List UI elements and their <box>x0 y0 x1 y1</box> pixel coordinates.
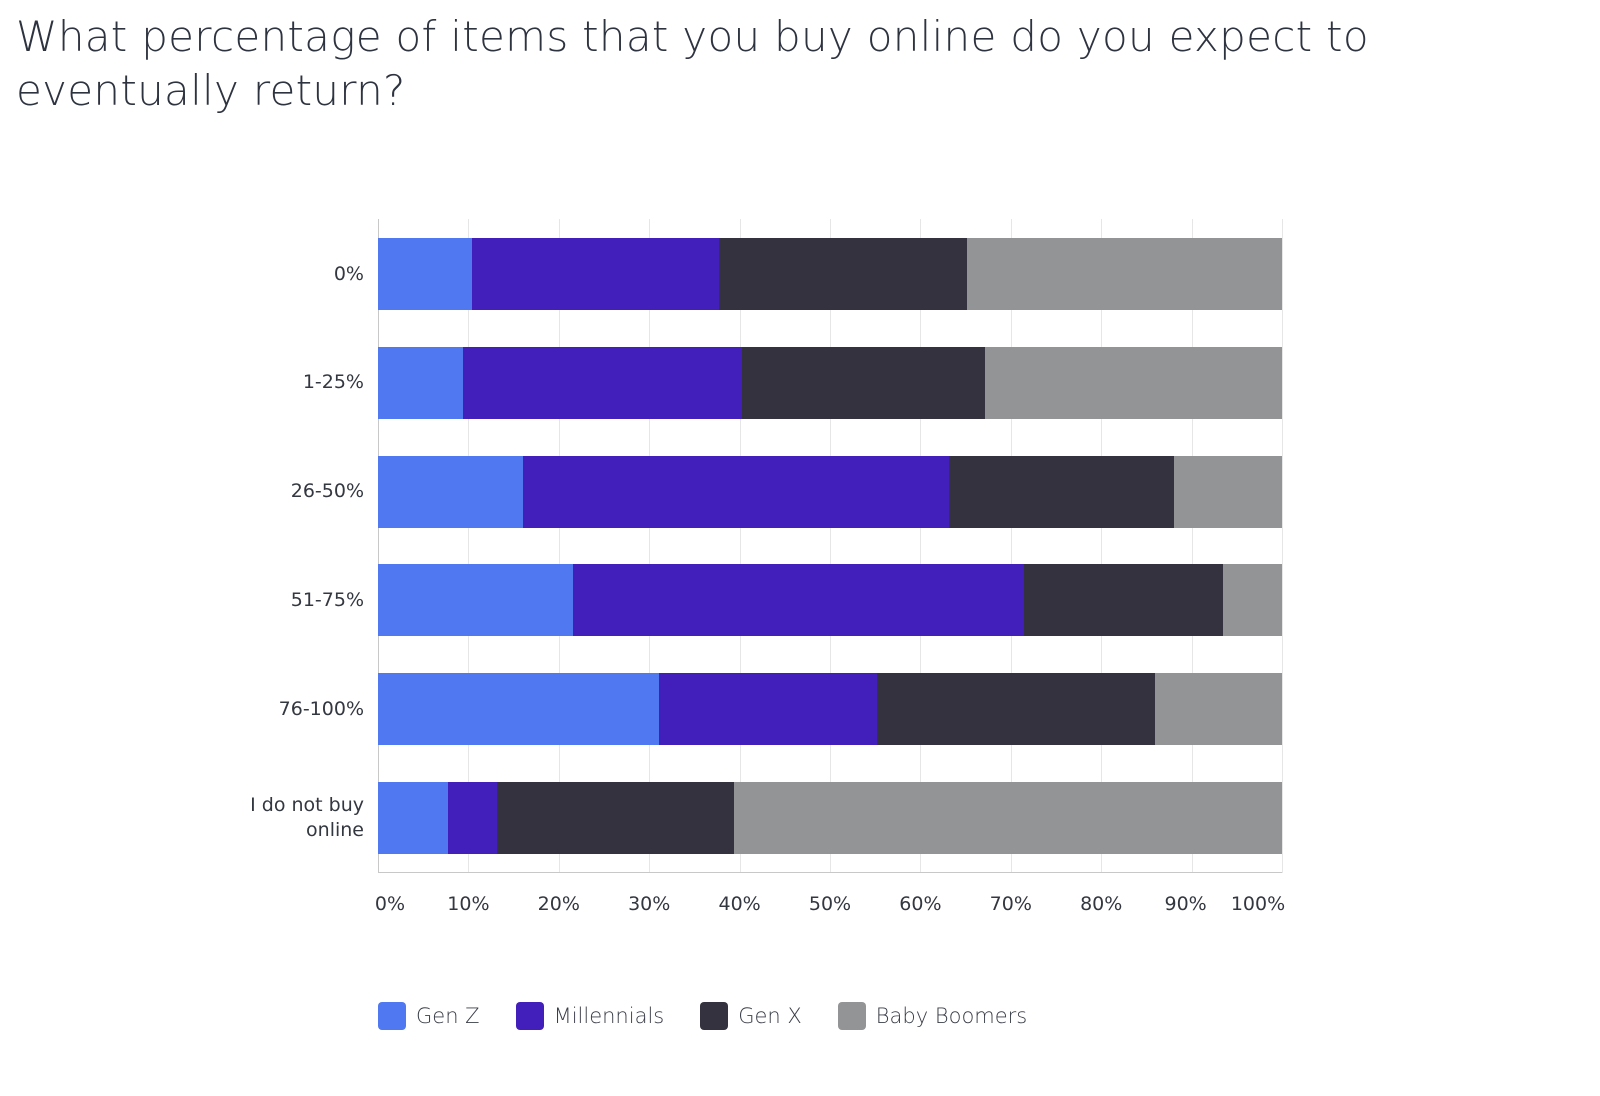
x-axis-tick-label: 60% <box>899 893 942 915</box>
gridline <box>1101 219 1103 873</box>
bar-segment[interactable] <box>734 782 1282 854</box>
bar-segment[interactable] <box>378 346 463 419</box>
bar-segment[interactable] <box>378 238 473 310</box>
plot-area <box>378 219 1283 873</box>
bar-segment[interactable] <box>742 346 986 419</box>
bar-row <box>378 346 1282 419</box>
y-axis-label: 51-75% <box>290 588 364 611</box>
x-axis-tick-label: 80% <box>1080 893 1123 915</box>
bar-segment[interactable] <box>877 673 1156 746</box>
y-axis-label: 76-100% <box>278 697 364 720</box>
gridline <box>1010 219 1012 873</box>
y-axis-label: 1-25% <box>302 371 364 394</box>
x-axis-tick-label: 0% <box>374 893 406 915</box>
x-axis-tick-label: 70% <box>989 893 1032 915</box>
bar-row <box>378 673 1282 746</box>
bar-segment[interactable] <box>462 346 743 419</box>
y-axis-label: I do not buy online <box>250 794 364 841</box>
bar-segment[interactable] <box>378 673 660 746</box>
legend: Gen Z Millennials Gen X Baby Boomers <box>378 1002 1063 1030</box>
bar-segment[interactable] <box>378 782 448 854</box>
bar-segment[interactable] <box>1223 564 1282 637</box>
bar-segment[interactable] <box>378 455 523 528</box>
legend-label: Baby Boomers <box>875 1004 1028 1028</box>
bar-segment[interactable] <box>967 238 1282 310</box>
y-axis-label: 26-50% <box>290 480 364 503</box>
bar-segment[interactable] <box>522 455 950 528</box>
bar-segment[interactable] <box>1173 455 1282 528</box>
gridline <box>558 219 560 873</box>
bar-segment[interactable] <box>949 455 1174 528</box>
y-axis-label: 0% <box>333 262 364 285</box>
bar-segment[interactable] <box>472 238 719 310</box>
bar-segment[interactable] <box>447 782 498 854</box>
legend-item[interactable]: Gen X <box>700 1002 802 1030</box>
legend-item[interactable]: Millennials <box>515 1002 665 1030</box>
gridline <box>1191 219 1193 873</box>
x-axis-tick-label: 40% <box>718 893 761 915</box>
x-axis-tick-label: 10% <box>447 893 490 915</box>
bar-row <box>378 455 1282 528</box>
chart-title: What percentage of items that you buy on… <box>16 12 1369 115</box>
legend-swatch <box>837 1002 866 1030</box>
bar-row <box>378 564 1282 637</box>
legend-item[interactable]: Baby Boomers <box>837 1002 1028 1030</box>
x-axis-tick-label: 90% <box>1164 893 1207 915</box>
legend-label: Gen Z <box>416 1004 480 1028</box>
bar-segment[interactable] <box>573 564 1025 637</box>
x-axis-line <box>378 872 1282 873</box>
x-axis-tick-label: 50% <box>808 893 852 915</box>
x-axis-tick-label: 100% <box>1230 893 1286 915</box>
gridline <box>378 219 379 873</box>
legend-swatch <box>515 1002 544 1030</box>
bar-segment[interactable] <box>985 346 1282 419</box>
gridline <box>1282 219 1283 873</box>
bar-row <box>378 238 1282 310</box>
gridline <box>739 219 741 873</box>
bar-segment[interactable] <box>1024 564 1224 637</box>
bar-segment[interactable] <box>718 238 968 310</box>
bar-segment[interactable] <box>497 782 735 854</box>
gridline <box>468 219 470 873</box>
bar-segment[interactable] <box>659 673 877 746</box>
legend-label: Gen X <box>738 1004 802 1028</box>
legend-swatch <box>378 1002 406 1030</box>
legend-label: Millennials <box>553 1004 665 1028</box>
gridline <box>649 219 651 873</box>
bar-segment[interactable] <box>378 564 574 637</box>
legend-item[interactable]: Gen Z <box>378 1002 480 1030</box>
gridline <box>830 219 831 873</box>
gridline <box>920 219 922 873</box>
bar-segment[interactable] <box>1155 673 1282 746</box>
x-axis-tick-label: 30% <box>628 893 671 915</box>
legend-swatch <box>700 1002 729 1030</box>
x-axis-tick-label: 20% <box>537 893 580 915</box>
bar-row <box>378 782 1282 854</box>
